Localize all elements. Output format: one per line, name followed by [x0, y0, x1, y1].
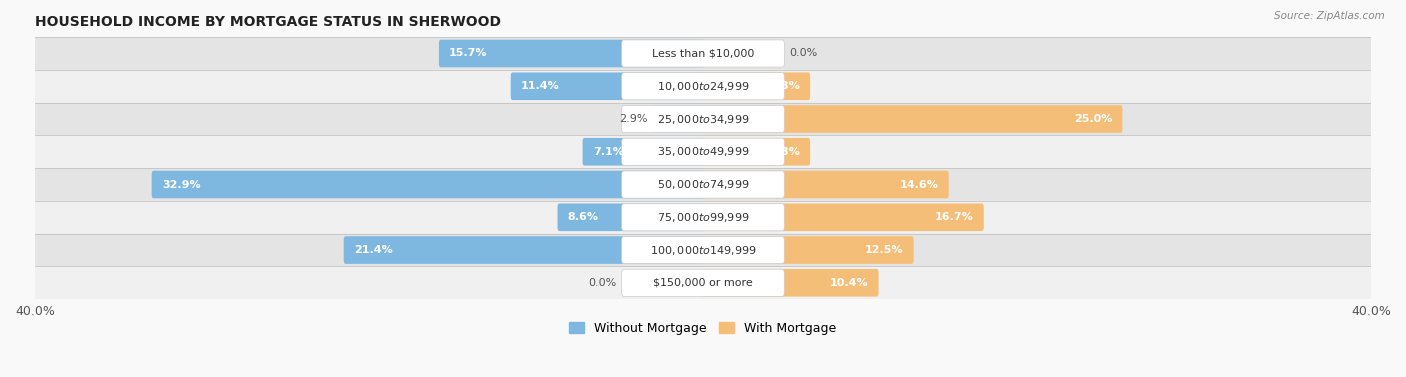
FancyBboxPatch shape: [702, 204, 984, 231]
FancyBboxPatch shape: [510, 72, 704, 100]
Text: $150,000 or more: $150,000 or more: [654, 278, 752, 288]
Legend: Without Mortgage, With Mortgage: Without Mortgage, With Mortgage: [569, 322, 837, 335]
Text: 0.0%: 0.0%: [789, 49, 817, 58]
FancyBboxPatch shape: [621, 171, 785, 198]
Text: 10.4%: 10.4%: [830, 278, 869, 288]
Text: HOUSEHOLD INCOME BY MORTGAGE STATUS IN SHERWOOD: HOUSEHOLD INCOME BY MORTGAGE STATUS IN S…: [35, 15, 501, 29]
Text: 8.6%: 8.6%: [568, 212, 599, 222]
FancyBboxPatch shape: [152, 171, 704, 198]
FancyBboxPatch shape: [702, 105, 1122, 133]
FancyBboxPatch shape: [35, 234, 1371, 267]
FancyBboxPatch shape: [702, 171, 949, 198]
Text: Source: ZipAtlas.com: Source: ZipAtlas.com: [1274, 11, 1385, 21]
Text: 12.5%: 12.5%: [865, 245, 904, 255]
FancyBboxPatch shape: [621, 73, 785, 100]
FancyBboxPatch shape: [439, 40, 704, 67]
FancyBboxPatch shape: [702, 236, 914, 264]
Text: $100,000 to $149,999: $100,000 to $149,999: [650, 244, 756, 256]
FancyBboxPatch shape: [35, 37, 1371, 70]
Text: 32.9%: 32.9%: [162, 179, 201, 190]
FancyBboxPatch shape: [343, 236, 704, 264]
Text: 16.7%: 16.7%: [935, 212, 973, 222]
Text: $25,000 to $34,999: $25,000 to $34,999: [657, 112, 749, 126]
Text: 14.6%: 14.6%: [900, 179, 938, 190]
Text: 25.0%: 25.0%: [1074, 114, 1112, 124]
FancyBboxPatch shape: [621, 138, 785, 166]
FancyBboxPatch shape: [35, 103, 1371, 135]
FancyBboxPatch shape: [621, 106, 785, 133]
Text: $50,000 to $74,999: $50,000 to $74,999: [657, 178, 749, 191]
Text: 0.0%: 0.0%: [589, 278, 617, 288]
Text: 6.3%: 6.3%: [769, 81, 800, 91]
Text: $75,000 to $99,999: $75,000 to $99,999: [657, 211, 749, 224]
Text: 11.4%: 11.4%: [522, 81, 560, 91]
FancyBboxPatch shape: [702, 138, 810, 166]
FancyBboxPatch shape: [702, 269, 879, 297]
FancyBboxPatch shape: [621, 236, 785, 264]
Text: 2.9%: 2.9%: [620, 114, 648, 124]
FancyBboxPatch shape: [35, 201, 1371, 234]
FancyBboxPatch shape: [621, 40, 785, 67]
Text: 15.7%: 15.7%: [449, 49, 488, 58]
FancyBboxPatch shape: [35, 168, 1371, 201]
FancyBboxPatch shape: [35, 267, 1371, 299]
FancyBboxPatch shape: [652, 105, 704, 133]
FancyBboxPatch shape: [702, 72, 810, 100]
FancyBboxPatch shape: [35, 70, 1371, 103]
FancyBboxPatch shape: [621, 204, 785, 231]
Text: $10,000 to $24,999: $10,000 to $24,999: [657, 80, 749, 93]
FancyBboxPatch shape: [558, 204, 704, 231]
Text: 7.1%: 7.1%: [593, 147, 624, 157]
Text: $35,000 to $49,999: $35,000 to $49,999: [657, 145, 749, 158]
FancyBboxPatch shape: [621, 269, 785, 296]
FancyBboxPatch shape: [582, 138, 704, 166]
Text: Less than $10,000: Less than $10,000: [652, 49, 754, 58]
Text: 21.4%: 21.4%: [354, 245, 392, 255]
Text: 6.3%: 6.3%: [769, 147, 800, 157]
FancyBboxPatch shape: [35, 135, 1371, 168]
